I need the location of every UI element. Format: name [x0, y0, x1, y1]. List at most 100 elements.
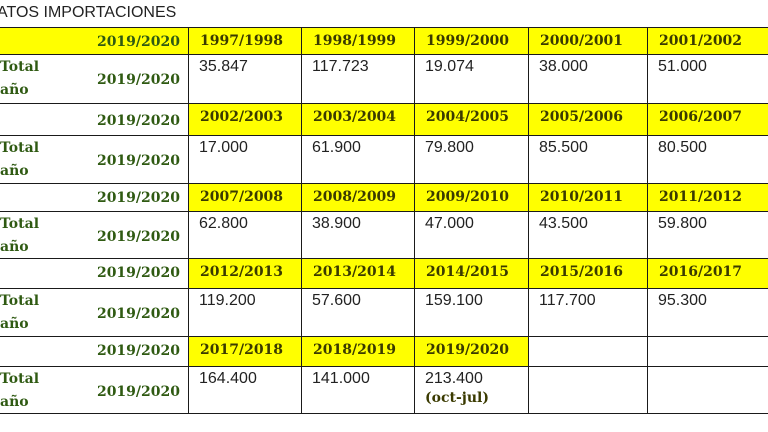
year-label: año — [0, 316, 29, 332]
import-value: 19.074 — [425, 58, 474, 75]
import-value: 79.800 — [425, 139, 474, 156]
year-label: año — [0, 394, 29, 410]
value-cell: 119.200 — [188, 288, 302, 337]
import-value: 43.500 — [539, 215, 588, 232]
value-cell: 57.600 — [301, 288, 415, 337]
import-value: 38.900 — [312, 215, 361, 232]
season-label: 2014/2015 — [426, 264, 510, 280]
season-label: 2003/2004 — [313, 109, 397, 125]
season-label: 2012/2013 — [200, 264, 284, 280]
values-row: Total 2019/2020 año 17.000 61.900 79.800 85.50… — [0, 135, 768, 184]
header-label: 2019/2020 — [96, 190, 180, 206]
value-cell: 95.300 — [647, 288, 768, 337]
year-label: año — [0, 239, 29, 255]
values-row: Total 2019/2020 año 119.200 57.600 159.100 117… — [0, 288, 768, 337]
season-header-cell: 2013/2014 — [301, 258, 415, 289]
season-header-row: 2019/2020 1997/1998 1998/1999 1999/2000 2000… — [0, 27, 768, 55]
header-label: 2019/2020 — [96, 343, 180, 359]
import-value: 80.500 — [658, 139, 707, 156]
season-header-cell: 2002/2003 — [188, 103, 302, 136]
season-header-cell: 2004/2005 — [414, 103, 529, 136]
season-header-cell: 2003/2004 — [301, 103, 415, 136]
total-label: Total — [0, 371, 40, 387]
import-value: 95.300 — [658, 292, 707, 309]
empty-cell — [528, 366, 648, 414]
season-label: 2007/2008 — [200, 189, 284, 205]
import-value: 159.100 — [425, 292, 483, 309]
value-cell: 79.800 — [414, 135, 529, 184]
season-header-row: 2019/2020 2007/2008 2008/2009 2009/2010 2010… — [0, 183, 768, 212]
value-cell: 51.000 — [647, 54, 768, 104]
value-cell: 117.723 — [301, 54, 415, 104]
header-label-cell: 2019/2020 — [0, 27, 189, 55]
value-cell: 117.700 — [528, 288, 648, 337]
values-row: Total 2019/2020 año 62.800 38.900 47.000 43.50… — [0, 211, 768, 259]
value-cell: 164.400 — [188, 366, 302, 414]
season-header-cell: 2005/2006 — [528, 103, 648, 136]
total-label: Total — [0, 140, 40, 156]
season-label: 2017/2018 — [200, 342, 284, 358]
season-label: 1998/1999 — [313, 33, 397, 49]
season-header-cell: 2015/2016 — [528, 258, 648, 289]
season-label: 2009/2010 — [426, 189, 510, 205]
header-label-cell: 2019/2020 — [0, 336, 189, 367]
campaign-label: 2019/2020 — [96, 384, 180, 400]
header-label: 2019/2020 — [96, 34, 180, 50]
season-label: 2000/2001 — [540, 33, 624, 49]
season-header-cell: 2010/2011 — [528, 183, 648, 212]
total-label: Total — [0, 216, 40, 232]
value-cell: 19.074 — [414, 54, 529, 104]
season-label: 2019/2020 — [426, 342, 510, 358]
value-cell: 38.900 — [301, 211, 415, 259]
import-value: 59.800 — [658, 215, 707, 232]
season-header-cell: 1997/1998 — [188, 27, 302, 55]
header-label-cell: 2019/2020 — [0, 183, 189, 212]
season-header-cell: 2019/2020 — [414, 336, 529, 367]
season-header-cell: 2018/2019 — [301, 336, 415, 367]
season-label: 2010/2011 — [540, 189, 624, 205]
season-header-cell: 2000/2001 — [528, 27, 648, 55]
season-label: 2008/2009 — [313, 189, 397, 205]
import-value: 47.000 — [425, 215, 474, 232]
value-cell: 38.000 — [528, 54, 648, 104]
season-label: 2001/2002 — [659, 33, 743, 49]
season-header-cell: 2017/2018 — [188, 336, 302, 367]
season-header-row: 2019/2020 2002/2003 2003/2004 2004/2005 2005… — [0, 103, 768, 136]
season-label: 2016/2017 — [659, 264, 743, 280]
value-cell: 17.000 — [188, 135, 302, 184]
value-cell: 35.847 — [188, 54, 302, 104]
header-label: 2019/2020 — [96, 113, 180, 129]
import-value: 117.700 — [539, 292, 596, 309]
season-header-cell: 2016/2017 — [647, 258, 768, 289]
empty-cell — [647, 336, 768, 367]
season-label: 2015/2016 — [540, 264, 624, 280]
import-value: 38.000 — [539, 58, 588, 75]
import-value: 17.000 — [199, 139, 248, 156]
season-header-cell: 1999/2000 — [414, 27, 529, 55]
value-cell: 159.100 — [414, 288, 529, 337]
row-label-cell: Total 2019/2020 año — [0, 135, 189, 184]
value-cell: 80.500 — [647, 135, 768, 184]
season-header-cell: 2008/2009 — [301, 183, 415, 212]
season-label: 2005/2006 — [540, 109, 624, 125]
row-label-cell: Total 2019/2020 año — [0, 54, 189, 104]
values-row: Total 2019/2020 año 35.847 117.723 19.074 38.0… — [0, 54, 768, 104]
season-label: 1997/1998 — [200, 33, 284, 49]
season-label: 1999/2000 — [426, 33, 510, 49]
import-value: 213.400 — [425, 370, 483, 387]
year-label: año — [0, 163, 29, 179]
season-header-cell: 2007/2008 — [188, 183, 302, 212]
row-label-cell: Total 2019/2020 año — [0, 211, 189, 259]
season-header-cell: 2009/2010 — [414, 183, 529, 212]
import-value: 35.847 — [199, 58, 248, 75]
year-label: año — [0, 82, 29, 98]
value-cell: 62.800 — [188, 211, 302, 259]
campaign-label: 2019/2020 — [96, 229, 180, 245]
season-label: 2018/2019 — [313, 342, 397, 358]
campaign-label: 2019/2020 — [96, 153, 180, 169]
season-header-cell: 2014/2015 — [414, 258, 529, 289]
values-row: Total 2019/2020 año 164.400 141.000 213.400 (o… — [0, 366, 768, 414]
empty-cell — [647, 366, 768, 414]
import-value: 119.200 — [199, 292, 256, 309]
page-title: ATOS IMPORTACIONES — [0, 4, 177, 21]
